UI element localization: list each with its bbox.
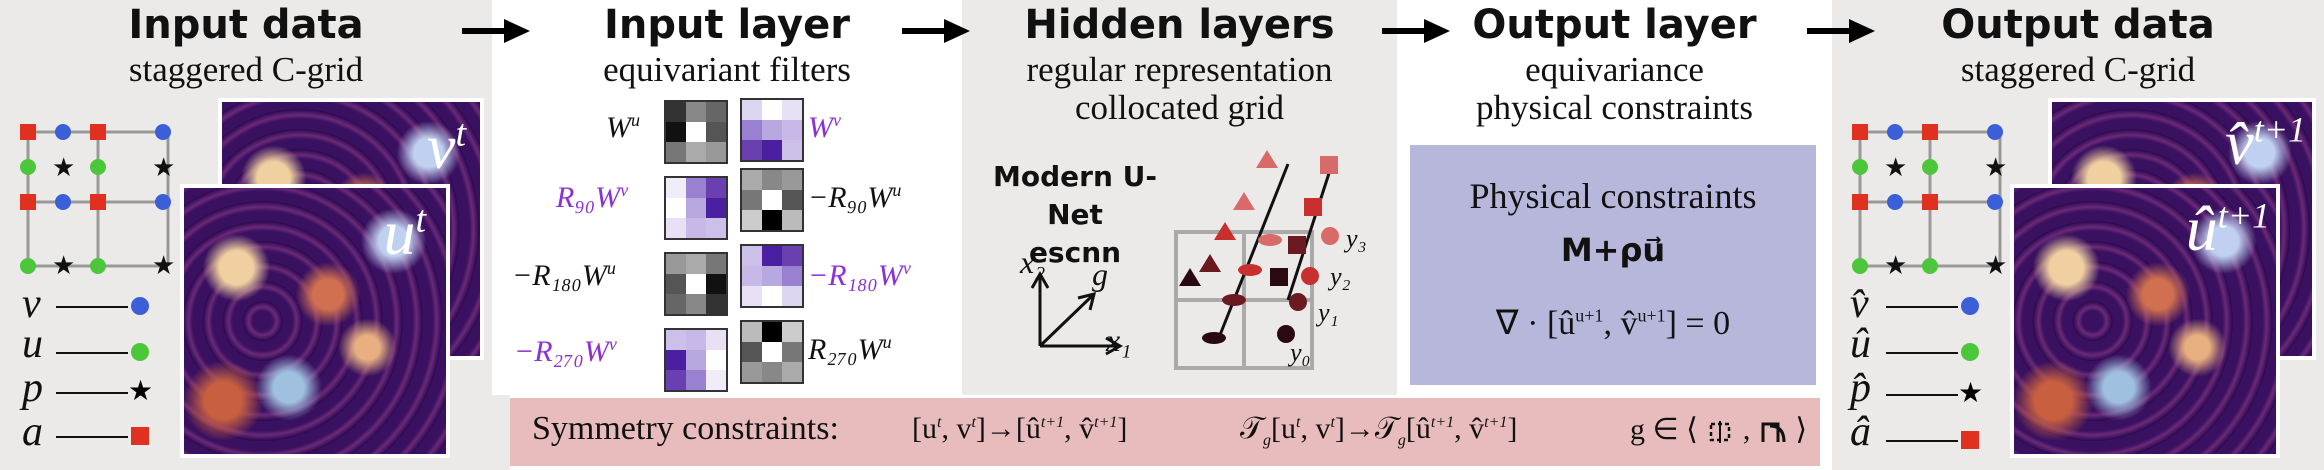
output-data-title: Output data [1941,2,2215,48]
svg-text:★: ★ [52,153,75,183]
legend-output-var: v̂ [1850,281,1869,327]
filter-kernel [664,176,728,240]
hidden-layers-header: Hidden layers regular representation col… [962,0,1397,130]
legend-output-var: p̂ [1850,365,1871,411]
input-data-header: Input data staggered C-grid [0,0,492,120]
filter-kernel [740,98,804,162]
symmetry-expr-1: [ut, vt]→[ût+1, v̂t+1] [912,412,1128,445]
output-layer-header: Output layer equivariance physical const… [1397,0,1832,130]
y-label: y₃ [1346,224,1367,253]
output-field-u: ût+1 [2010,184,2280,458]
staggered-grid-diagram-input: ★ ★ ★ ★ [20,124,175,278]
output-field-u-label: ût+1 [2185,193,2270,264]
output-field-v-label: v̂t+1 [2225,107,2306,178]
axis-label-x1: x₁ [1106,322,1132,358]
filter-label: −R₁₈₀Wu [512,258,616,292]
legend-input-var: v [22,281,41,327]
filter-label: Wu [606,110,640,144]
svg-text:★: ★ [1984,153,2007,183]
svg-text:★: ★ [152,251,175,278]
filter-kernel [664,252,728,316]
axes-diagram [1030,270,1124,356]
symmetry-label: Symmetry constraints: [532,410,839,447]
black-star-icon: ★ [1958,376,1984,409]
output-layer-title: Output layer [1472,2,1757,48]
legend-output-var: â [1850,409,1871,455]
filter-label: −R₁₈₀Wv [808,258,911,292]
y-label: y₁ [1318,298,1339,327]
symmetry-expr-3: g ∈ ⟨ , ⟩ [1630,413,1808,446]
blue-circle-icon [131,297,149,315]
hidden-layers-panel [962,0,1397,395]
input-field-u-label: ut [383,197,426,268]
rotation-symbol-icon [1710,421,1731,444]
input-layer-subtitle: equivariant filters [603,50,851,89]
svg-text:★: ★ [1984,251,2007,278]
green-circle-icon [1961,343,1979,361]
output-layer-subtitle-1: equivariance [1525,50,1704,89]
unet-label-line2: escnn [1028,236,1122,269]
filter-kernel [664,100,728,164]
arrow-right-icon [1382,19,1450,43]
physical-formula-1: M+ρu⃗ [1560,231,1666,269]
output-layer-subtitle-2: physical constraints [1475,88,1754,127]
hidden-layers-subtitle-2: collocated grid [1075,88,1284,127]
filter-label: Wv [808,110,841,144]
legend-input-var: u [22,321,43,367]
black-star-icon: ★ [128,374,154,407]
input-field-v-label: vt [427,111,466,182]
physical-constraints-title: Physical constraints [1469,176,1757,216]
filter-label: R₉₀Wv [556,180,629,214]
red-square-icon [131,427,149,445]
physical-formula-2: ∇ · [ûu+1, v̂u+1] = 0 [1495,305,1731,342]
svg-text:★: ★ [1884,153,1907,183]
blue-circle-icon [1961,297,1979,315]
green-circle-icon [131,343,149,361]
unet-label-line1: Modern U-Net [993,160,1157,231]
svg-text:★: ★ [52,251,75,278]
reflection-symbol-icon [1761,422,1786,443]
input-data-subtitle: staggered C-grid [128,50,364,89]
filter-label: −R₉₀Wu [808,180,902,214]
arrow-right-icon [1807,19,1875,43]
legend-input-var: a [22,409,43,455]
arrow-right-icon [902,19,970,43]
filter-kernel [664,328,728,392]
staggered-grid-diagram-output: ★ ★ ★ ★ [1852,124,2007,278]
output-data-subtitle: staggered C-grid [1960,50,2196,89]
filter-kernel [740,168,804,232]
legend-input-var: p [22,365,43,411]
filter-label: −R₂₇₀Wv [514,334,617,368]
symmetry-expr-2: 𝒯g[ut, vt]→𝒯g[ût+1, v̂t+1] [1240,412,1518,449]
axis-label-g: g [1092,256,1108,292]
input-layer-title: Input layer [604,2,850,48]
filter-kernel [740,244,804,308]
arrow-right-icon [462,19,530,43]
output-data-header: Output data staggered C-grid [1832,0,2324,120]
input-layer-header: Input layer equivariant filters [492,0,962,120]
physical-constraints-box: Physical constraints M+ρu⃗ ∇ · [ûu+1, v̂… [1410,145,1816,385]
hidden-layers-subtitle-1: regular representation [1026,50,1333,89]
symmetry-constraints-box: Symmetry constraints: [ut, vt]→[ût+1, v̂… [510,398,1820,466]
filter-kernel [740,320,804,384]
unet-label: Modern U-Net escnn [975,158,1175,272]
collocated-grid-diagram [1174,150,1339,370]
filter-label: R₂₇₀Wu [808,332,892,366]
y-label: y₂ [1330,262,1351,291]
input-field-u: ut [180,184,450,458]
svg-text:★: ★ [152,153,175,183]
red-square-icon [1961,431,1979,449]
y-label: y₀ [1290,338,1311,367]
hidden-layers-title: Hidden layers [1024,2,1335,48]
input-data-title: Input data [128,2,364,48]
legend-output-var: û [1850,321,1871,367]
axis-label-x2: x₂ [1020,244,1046,280]
svg-text:★: ★ [1884,251,1907,278]
